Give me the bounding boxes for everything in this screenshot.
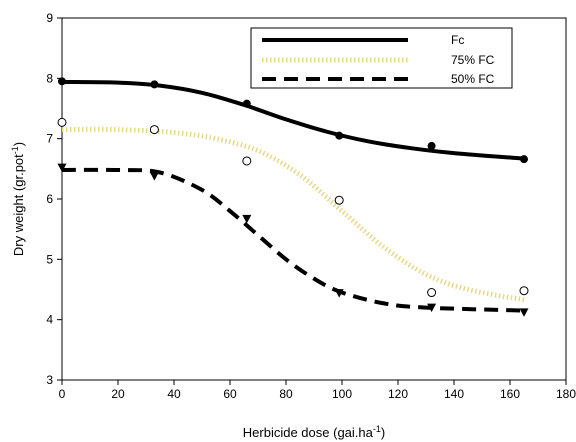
y-tick-label: 4 xyxy=(46,313,53,327)
legend-label-75fc: 75% FC xyxy=(451,53,495,67)
y-tick-label: 7 xyxy=(46,132,53,146)
x-tick-label: 40 xyxy=(167,387,181,401)
x-axis-title: Herbicide dose (gai.ha-1) xyxy=(243,424,385,440)
x-axis-title-end: ) xyxy=(381,425,385,440)
data-point-fc xyxy=(150,80,159,89)
data-point-fc xyxy=(427,141,436,150)
x-tick-label: 160 xyxy=(500,387,520,401)
y-axis-title-main: Dry weight (gr.pot xyxy=(11,154,26,256)
data-point-75fc xyxy=(519,286,529,296)
legend-label-fc: Fc xyxy=(451,33,464,47)
x-tick-label: 140 xyxy=(444,387,464,401)
x-tick-label: 100 xyxy=(332,387,352,401)
fit-line-fc xyxy=(61,80,525,161)
data-point-fc xyxy=(58,77,66,86)
data-point-75fc xyxy=(242,156,252,166)
data-point-50fc xyxy=(57,163,67,173)
data-point-50fc xyxy=(149,172,159,181)
data-markers xyxy=(57,77,529,317)
fit-line-75fc xyxy=(61,126,525,303)
y-tick-label: 3 xyxy=(46,373,53,387)
y-tick-label: 6 xyxy=(46,192,53,206)
x-axis-title-sup: -1 xyxy=(373,424,381,434)
legend-label-50fc: 50% FC xyxy=(451,72,495,86)
x-tick-label: 120 xyxy=(388,387,408,401)
x-tick-label: 20 xyxy=(111,387,125,401)
data-point-75fc xyxy=(149,125,159,135)
data-point-50fc xyxy=(519,308,529,317)
x-tick-label: 60 xyxy=(223,387,237,401)
x-axis-title-main: Herbicide dose (gai.ha xyxy=(243,425,374,440)
data-point-fc xyxy=(242,99,251,108)
data-point-fc xyxy=(335,131,344,140)
data-point-fc xyxy=(520,155,528,164)
fit-lines xyxy=(61,80,525,313)
x-tick-label: 180 xyxy=(556,387,576,401)
data-point-75fc xyxy=(334,195,344,205)
data-point-75fc xyxy=(57,117,67,127)
axis-ticks: 0 20 40 60 80 100 120 140 160 180 3 4 5 6 7 8 9 xyxy=(46,11,576,401)
legend: Fc 75% FC 50% FC xyxy=(250,27,513,89)
fit-line-50fc xyxy=(61,167,525,313)
y-tick-label: 9 xyxy=(46,11,53,25)
y-tick-label: 8 xyxy=(46,71,53,85)
y-axis-title-end: ) xyxy=(11,142,26,146)
x-tick-label: 80 xyxy=(279,387,293,401)
data-point-50fc xyxy=(427,303,437,313)
y-axis-title-sup: -1 xyxy=(10,146,20,154)
y-axis-title: Dry weight (gr.pot-1) xyxy=(10,142,26,256)
data-point-50fc xyxy=(242,214,252,224)
y-tick-label: 5 xyxy=(46,252,53,266)
data-point-50fc xyxy=(334,289,344,298)
data-point-75fc xyxy=(427,288,437,298)
x-tick-label: 0 xyxy=(59,387,66,401)
